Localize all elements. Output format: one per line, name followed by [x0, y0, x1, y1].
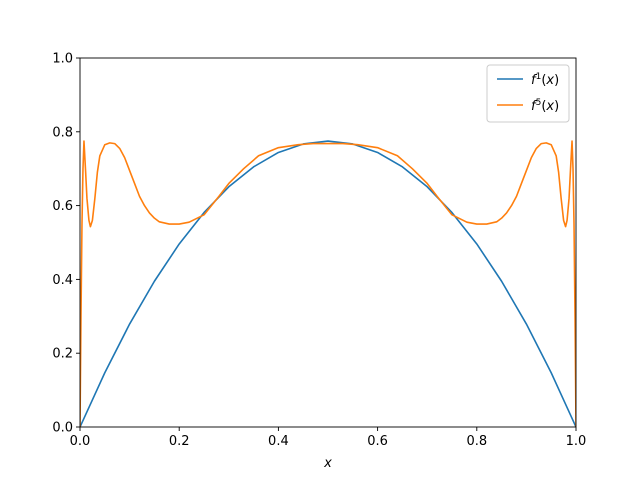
plot-frame [79, 57, 577, 428]
x-tick-label: 0.6 [367, 434, 388, 449]
y-tick-label: 1.0 [52, 52, 73, 67]
x-tick-label: 0.2 [169, 434, 190, 449]
x-tick-label: 0.0 [70, 434, 91, 449]
y-tick-label: 0.6 [52, 199, 73, 214]
x-axis-label: x [323, 456, 332, 471]
y-tick-label: 0.2 [52, 347, 73, 362]
legend: f1(x) f5(x) [486, 64, 570, 123]
x-tick-label: 0.4 [268, 434, 289, 449]
legend-label-1: f1(x) [531, 72, 559, 88]
x-tick-label: 1.0 [566, 434, 587, 449]
legend-label-2: f5(x) [531, 98, 559, 114]
x-tick-label: 0.8 [466, 434, 487, 449]
y-tick-label: 0.4 [52, 273, 73, 288]
y-tick-label: 0.0 [52, 421, 73, 436]
series-line-2 [80, 140, 576, 427]
series-line-1 [80, 140, 576, 427]
y-tick-label: 0.8 [52, 125, 73, 140]
